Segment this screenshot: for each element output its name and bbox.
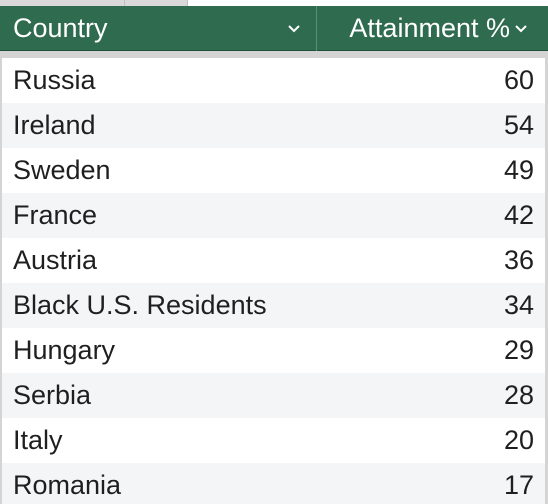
table-row[interactable]: France 42 (2, 193, 545, 238)
table-row[interactable]: Russia 60 (2, 58, 545, 103)
header-separator (0, 51, 548, 58)
table-row[interactable]: Ireland 54 (2, 103, 545, 148)
column-header-label: Country (13, 13, 108, 43)
attainment-cell[interactable]: 60 (503, 65, 534, 95)
attainment-cell[interactable]: 36 (503, 245, 534, 275)
table-header-row: Country Attainment % (0, 6, 548, 51)
table-border-left (0, 58, 2, 504)
country-cell[interactable]: Russia (13, 65, 96, 95)
country-cell[interactable]: Romania (13, 470, 122, 500)
attainment-cell[interactable]: 17 (503, 470, 534, 500)
table-body: Russia 60 Ireland 54 Sweden 49 France 42… (2, 58, 545, 504)
country-cell[interactable]: Hungary (13, 335, 116, 365)
country-cell[interactable]: Serbia (13, 380, 92, 410)
attainment-cell[interactable]: 28 (503, 380, 534, 410)
grid-cell[interactable] (125, 0, 188, 6)
attainment-cell[interactable]: 29 (503, 335, 534, 365)
country-cell[interactable]: Sweden (13, 155, 111, 185)
column-header-label: Attainment % (349, 13, 510, 43)
table-row[interactable]: Romania 17 (2, 463, 545, 504)
country-cell[interactable]: Italy (13, 425, 63, 455)
table-row[interactable]: Italy 20 (2, 418, 545, 463)
chevron-down-icon (288, 25, 300, 33)
attainment-cell[interactable]: 42 (503, 200, 534, 230)
country-cell[interactable]: Austria (13, 245, 98, 275)
attainment-cell[interactable]: 34 (503, 290, 534, 320)
table-row[interactable]: Serbia 28 (2, 373, 545, 418)
chevron-down-icon (515, 25, 527, 33)
attainment-cell[interactable]: 54 (503, 110, 534, 140)
table-border-right (545, 58, 548, 504)
country-cell[interactable]: France (13, 200, 98, 230)
table-row[interactable]: Sweden 49 (2, 148, 545, 193)
filter-dropdown-attainment[interactable] (510, 18, 532, 40)
table-row[interactable]: Austria 36 (2, 238, 545, 283)
table-row[interactable]: Hungary 29 (2, 328, 545, 373)
country-cell[interactable]: Ireland (13, 110, 96, 140)
filter-dropdown-country[interactable] (283, 18, 305, 40)
country-cell[interactable]: Black U.S. Residents (13, 290, 267, 320)
attainment-cell[interactable]: 20 (503, 425, 534, 455)
grid-cell[interactable] (0, 0, 125, 6)
attainment-cell[interactable]: 49 (503, 155, 534, 185)
column-header-country[interactable]: Country (0, 6, 316, 51)
column-header-attainment[interactable]: Attainment % (316, 6, 548, 51)
table-row[interactable]: Black U.S. Residents 34 (2, 283, 545, 328)
grid-top-strip (0, 0, 548, 6)
